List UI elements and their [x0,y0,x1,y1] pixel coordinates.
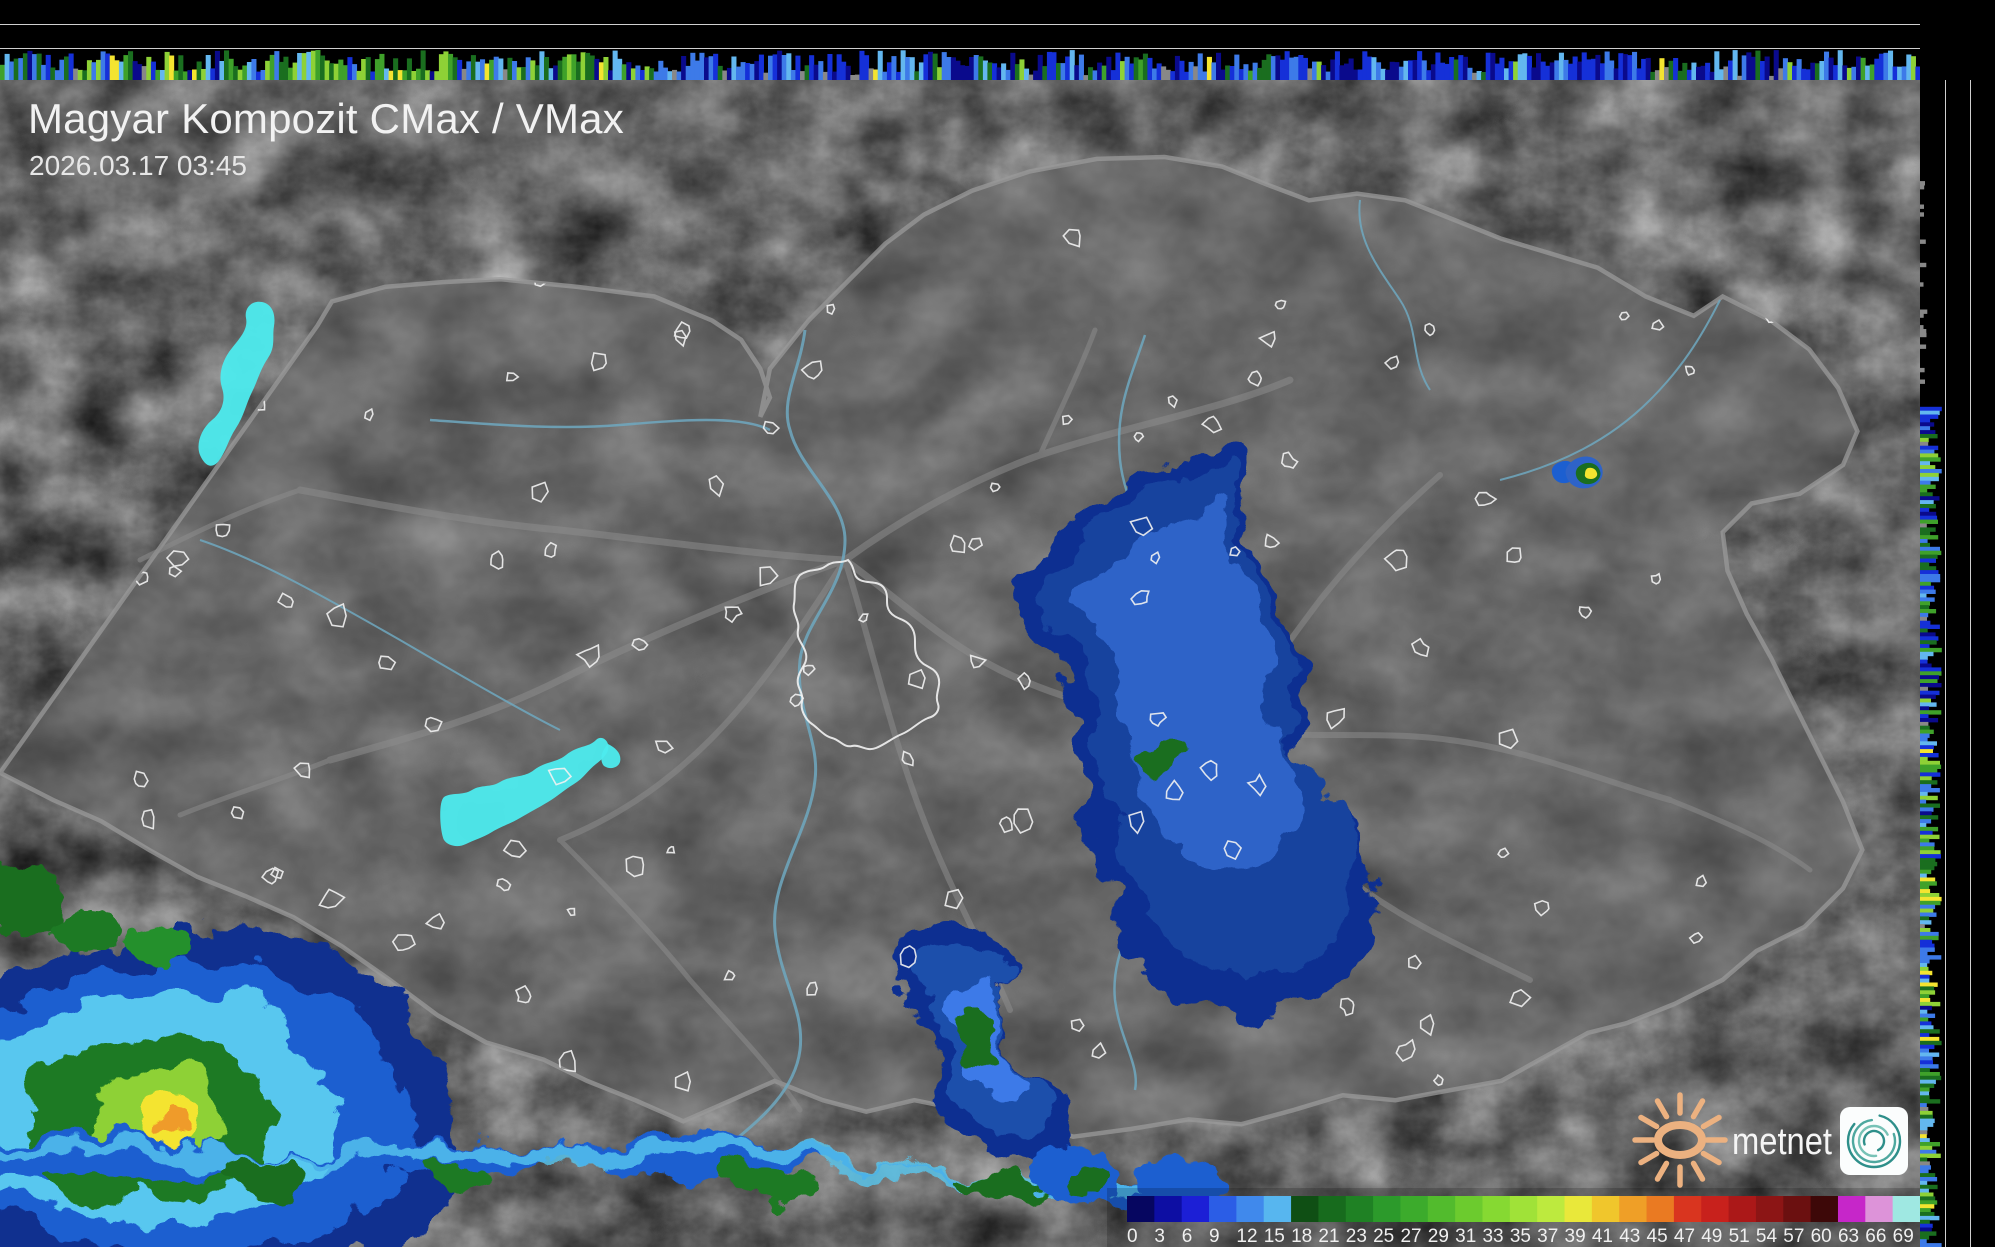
svg-text:49: 49 [1701,1226,1722,1247]
svg-text:29: 29 [1428,1226,1449,1247]
svg-text:31: 31 [1455,1226,1476,1247]
svg-text:63: 63 [1838,1226,1859,1247]
svg-text:18: 18 [1291,1226,1312,1247]
svg-text:15: 15 [1264,1226,1285,1247]
svg-text:metnet: metnet [1732,1121,1832,1163]
svg-text:57: 57 [1783,1226,1804,1247]
svg-text:69: 69 [1893,1226,1914,1247]
svg-text:45: 45 [1647,1226,1668,1247]
svg-text:0: 0 [1127,1226,1138,1247]
svg-text:3: 3 [1154,1226,1165,1247]
svg-text:6: 6 [1182,1226,1193,1247]
svg-text:27: 27 [1400,1226,1421,1247]
svg-text:41: 41 [1592,1226,1613,1247]
svg-text:43: 43 [1619,1226,1640,1247]
svg-text:35: 35 [1510,1226,1531,1247]
svg-text:12: 12 [1236,1226,1257,1247]
svg-text:51: 51 [1729,1226,1750,1247]
svg-text:37: 37 [1537,1226,1558,1247]
svg-text:39: 39 [1565,1226,1586,1247]
svg-text:47: 47 [1674,1226,1695,1247]
svg-text:23: 23 [1346,1226,1367,1247]
svg-text:54: 54 [1756,1226,1778,1247]
svg-text:25: 25 [1373,1226,1394,1247]
svg-text:21: 21 [1318,1226,1339,1247]
svg-text:66: 66 [1865,1226,1886,1247]
svg-text:33: 33 [1482,1226,1503,1247]
svg-text:60: 60 [1811,1226,1832,1247]
svg-text:9: 9 [1209,1226,1220,1247]
